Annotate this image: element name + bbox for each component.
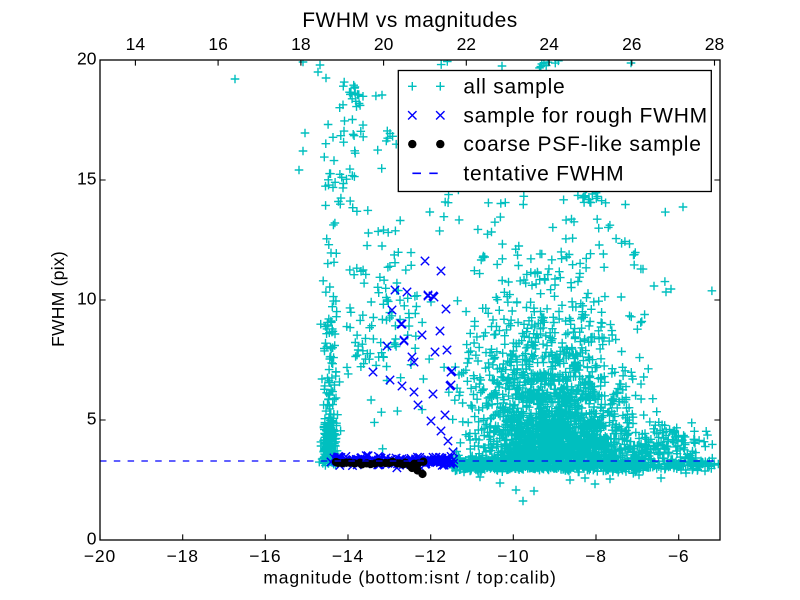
svg-text:all sample: all sample (463, 75, 565, 98)
svg-text:24: 24 (539, 34, 559, 54)
svg-text:15: 15 (77, 168, 96, 188)
svg-text:14: 14 (126, 34, 146, 54)
svg-text:−20: −20 (84, 546, 116, 566)
svg-text:tentative FWHM: tentative FWHM (463, 162, 624, 185)
svg-text:0: 0 (87, 528, 97, 548)
svg-text:−16: −16 (249, 546, 281, 566)
svg-text:18: 18 (291, 34, 310, 54)
svg-text:28: 28 (705, 34, 724, 54)
svg-text:sample for rough FWHM: sample for rough FWHM (463, 104, 707, 127)
svg-text:coarse PSF-like sample: coarse PSF-like sample (463, 133, 701, 156)
svg-text:−10: −10 (497, 546, 529, 566)
svg-text:26: 26 (622, 34, 641, 54)
svg-text:−18: −18 (167, 546, 199, 566)
svg-text:−6: −6 (668, 546, 690, 566)
svg-text:−8: −8 (585, 546, 607, 566)
svg-text:20: 20 (374, 34, 394, 54)
svg-text:FWHM vs magnitudes: FWHM vs magnitudes (302, 9, 518, 32)
svg-text:16: 16 (208, 34, 227, 54)
svg-text:22: 22 (457, 34, 476, 54)
svg-text:10: 10 (77, 288, 97, 308)
svg-text:5: 5 (87, 408, 97, 428)
svg-text:magnitude (bottom:isnt / top:c: magnitude (bottom:isnt / top:calib) (263, 568, 556, 588)
svg-text:FWHM (pix): FWHM (pix) (48, 251, 68, 347)
svg-text:−14: −14 (332, 546, 364, 566)
svg-text:−12: −12 (415, 546, 447, 566)
svg-text:20: 20 (77, 48, 97, 68)
